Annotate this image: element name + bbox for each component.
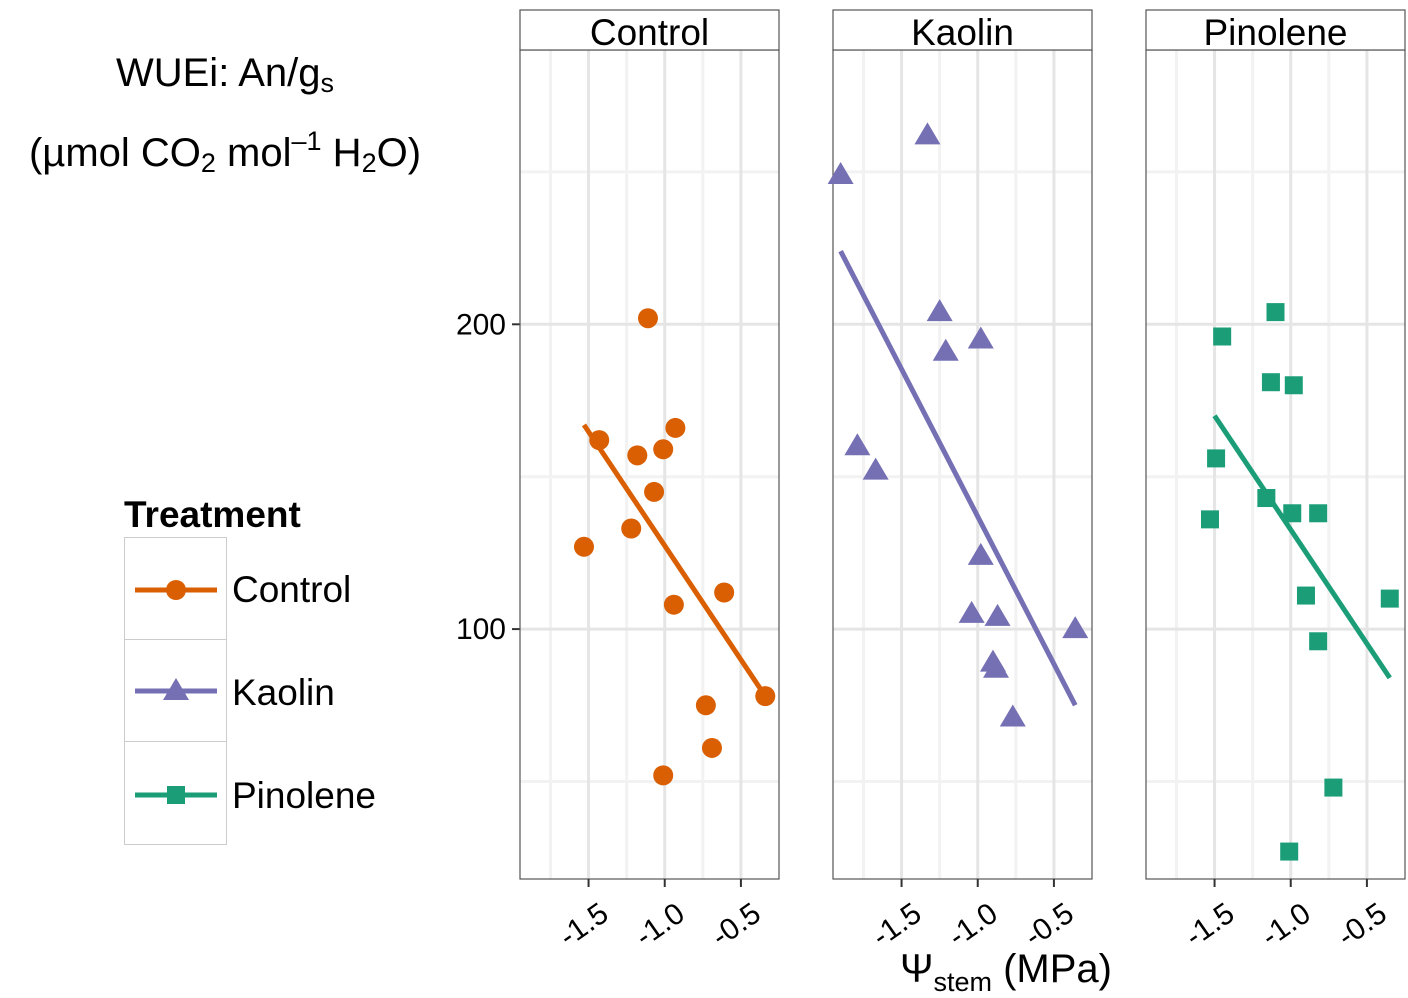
x-tick-label: -1.0 (1255, 897, 1316, 954)
data-point-kaolin (1062, 616, 1089, 639)
fit-line-control (581, 423, 768, 698)
data-point-pinolene (1266, 303, 1285, 322)
data-point-control (627, 445, 648, 466)
y-tick-label-200: 200 (456, 308, 506, 341)
legend-key-control-symbol (135, 580, 217, 600)
x-tick-label: -1.5 (553, 897, 614, 954)
legend-title: Treatment (124, 494, 301, 535)
x-tick-label: -0.5 (1332, 897, 1393, 954)
data-point-pinolene (1324, 778, 1343, 797)
data-point-pinolene (1207, 449, 1226, 468)
data-point-kaolin (926, 299, 953, 322)
data-point-control (665, 417, 686, 438)
data-point-control (644, 481, 665, 502)
data-point-kaolin (999, 704, 1026, 727)
data-point-kaolin (958, 600, 985, 623)
data-point-kaolin (827, 161, 854, 184)
data-point-pinolene (1309, 632, 1328, 651)
x-axis-title: Ψstem (MPa) (900, 947, 1112, 997)
data-point-control (755, 686, 776, 707)
legend-label-control: Control (232, 569, 352, 610)
data-point-control (573, 536, 594, 557)
data-point-pinolene (1200, 510, 1219, 529)
y-axis-title-line1: WUEi: An/gs (115, 51, 334, 98)
data-point-control (653, 439, 674, 460)
x-tick-label: -1.0 (942, 897, 1003, 954)
data-point-control (637, 308, 658, 329)
data-point-control (589, 430, 610, 451)
y-tick-label-100: 100 (456, 613, 506, 646)
data-point-control (695, 695, 716, 716)
data-point-pinolene (1380, 589, 1399, 608)
x-tick-label: -1.5 (1179, 897, 1240, 954)
x-tick-label: -0.5 (1019, 897, 1080, 954)
x-tick-label: -1.0 (629, 897, 690, 954)
legend-key-kaolin-symbol (135, 678, 217, 700)
legend-label-kaolin: Kaolin (232, 672, 335, 713)
data-point-pinolene (1280, 842, 1299, 861)
legend (124, 537, 227, 845)
x-tick-label: -0.5 (706, 897, 767, 954)
facet-pinolene: Pinolene -1.5 -1.0 -0.5 (1145, 9, 1406, 954)
data-point-pinolene (1309, 504, 1328, 523)
legend-key-control (125, 538, 226, 640)
strip-label-kaolin: Kaolin (911, 12, 1014, 53)
data-point-control (714, 582, 735, 603)
data-point-kaolin (932, 338, 959, 361)
data-point-control (663, 594, 684, 615)
legend-key-kaolin (125, 640, 226, 742)
data-point-pinolene (1284, 376, 1303, 395)
data-point-control (653, 765, 674, 786)
strip-kaolin (832, 9, 1093, 51)
data-point-kaolin (984, 603, 1011, 626)
data-point-pinolene (1257, 489, 1276, 508)
data-point-control (621, 518, 642, 539)
data-point-kaolin (967, 542, 994, 565)
fit-line-kaolin (838, 250, 1078, 707)
strip-label-pinolene: Pinolene (1203, 12, 1347, 53)
strip-label-control: Control (590, 12, 709, 53)
data-point-kaolin (967, 326, 994, 349)
data-point-kaolin (983, 655, 1010, 678)
strip-control (519, 9, 780, 51)
data-point-kaolin (914, 122, 941, 145)
data-point-kaolin (844, 433, 871, 456)
data-point-pinolene (1283, 504, 1302, 523)
strip-pinolene (1145, 9, 1406, 51)
data-point-pinolene (1261, 373, 1280, 392)
legend-label-pinolene: Pinolene (232, 775, 377, 816)
y-axis-title-line2: (µmol CO2 mol–1 H2O) (28, 126, 422, 178)
facet-control: Control -1.5 -1.0 -0.5 (519, 9, 780, 954)
legend-key-pinolene-symbol (135, 786, 217, 804)
data-point-pinolene (1213, 327, 1232, 346)
facet-kaolin: Kaolin -1.5 -1.0 -0.5 (827, 9, 1093, 954)
legend-key-pinolene (125, 742, 226, 844)
fit-line-pinolene (1212, 414, 1392, 680)
data-point-control (701, 737, 722, 758)
data-point-kaolin (862, 457, 889, 480)
y-axis-title: WUEi: An/gs (µmol CO2 mol–1 H2O) (10, 44, 440, 192)
x-tick-label: -1.5 (866, 897, 927, 954)
data-point-pinolene (1296, 586, 1315, 605)
